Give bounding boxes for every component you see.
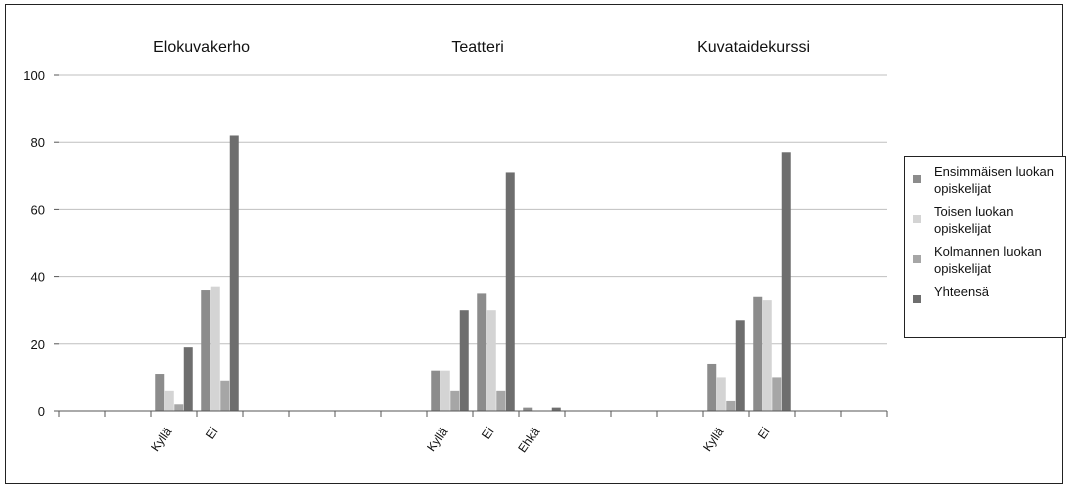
bar xyxy=(782,152,791,411)
bar xyxy=(487,310,496,411)
group-titles: Elokuvakerho Teatteri Kuvataidekurssi xyxy=(153,39,810,56)
group-title: Elokuvakerho xyxy=(153,39,250,56)
group-title: Kuvataidekurssi xyxy=(697,39,810,56)
bar xyxy=(165,391,174,411)
legend-swatch-series-3 xyxy=(913,255,921,263)
legend-swatch-series-4 xyxy=(913,295,921,303)
x-tick-label: Ei xyxy=(203,425,221,442)
legend-label-series-2: Toisen luokan opiskelijat xyxy=(934,203,1054,237)
x-tick-label: Kyllä xyxy=(148,424,175,454)
bar xyxy=(477,293,486,411)
legend-swatch-series-1 xyxy=(913,175,921,183)
bars xyxy=(155,135,791,411)
x-tick-label: Kyllä xyxy=(700,424,727,454)
bar xyxy=(211,287,220,411)
bar xyxy=(523,408,532,411)
bar xyxy=(441,371,450,411)
legend-swatch-series-2 xyxy=(913,215,921,223)
bar xyxy=(496,391,505,411)
bar xyxy=(431,371,440,411)
y-tick-label: 60 xyxy=(31,202,45,217)
bar xyxy=(726,401,735,411)
legend-item-series-1: Ensimmäisen luokan opiskelijat xyxy=(913,163,1059,197)
bar xyxy=(460,310,469,411)
y-tick-label: 20 xyxy=(31,337,45,352)
y-tick-label: 0 xyxy=(38,404,45,419)
x-tick-label: Ei xyxy=(479,425,497,442)
bar xyxy=(707,364,716,411)
bar xyxy=(717,377,726,411)
bar xyxy=(220,381,229,411)
x-axis xyxy=(59,411,887,417)
bar xyxy=(201,290,210,411)
bar xyxy=(230,135,239,411)
bar xyxy=(552,408,561,411)
bar xyxy=(184,347,193,411)
legend-item-series-3: Kolmannen luokan opiskelijat xyxy=(913,243,1059,277)
legend-label-series-4: Yhteensä xyxy=(934,283,1054,300)
x-tick-label: Kyllä xyxy=(424,424,451,454)
y-tick-label: 40 xyxy=(31,270,45,285)
bar xyxy=(506,172,515,411)
legend-label-series-1: Ensimmäisen luokan opiskelijat xyxy=(934,163,1054,197)
x-tick-label: Ehkä xyxy=(515,424,542,455)
bar xyxy=(450,391,459,411)
x-axis-tick-labels: Kyllä Ei Kyllä Ei Ehkä Kyllä Ei xyxy=(148,424,772,455)
y-axis-ticks: 0 20 40 60 80 100 xyxy=(23,68,59,419)
y-tick-label: 80 xyxy=(31,135,45,150)
group-title: Teatteri xyxy=(451,39,503,56)
x-tick-label: Ei xyxy=(755,425,773,442)
bar xyxy=(753,297,762,411)
legend-label-series-3: Kolmannen luokan opiskelijat xyxy=(934,243,1054,277)
legend: Ensimmäisen luokan opiskelijat Toisen lu… xyxy=(904,156,1066,338)
bar xyxy=(772,377,781,411)
bar xyxy=(763,300,772,411)
legend-item-series-4: Yhteensä xyxy=(913,283,1059,303)
y-tick-label: 100 xyxy=(23,68,45,83)
bar xyxy=(174,404,183,411)
bar xyxy=(736,320,745,411)
bar xyxy=(155,374,164,411)
legend-item-series-2: Toisen luokan opiskelijat xyxy=(913,203,1059,237)
